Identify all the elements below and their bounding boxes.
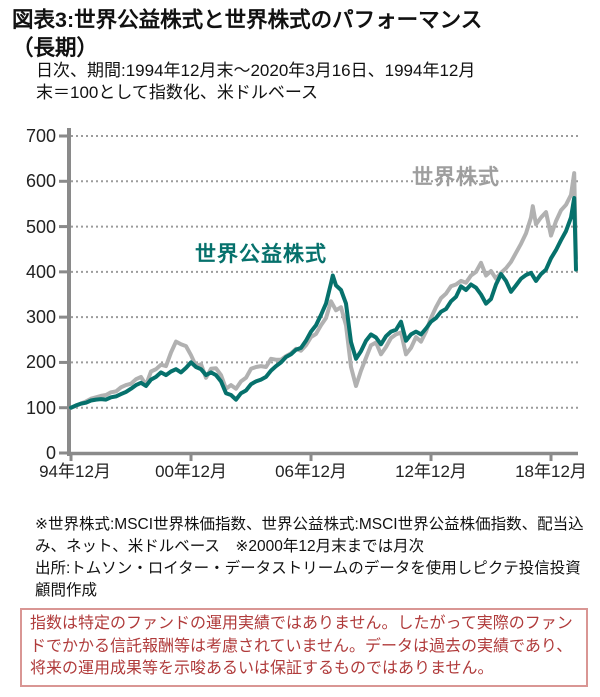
x-tick-label: 00年12月 bbox=[155, 462, 227, 481]
disclaimer-text: 指数は特定のファンドの運用実績ではありません。したがって実際のファンドでかかる信… bbox=[30, 615, 573, 677]
footnote-index-definition: ※世界株式:MSCI世界株価指数、世界公益株式:MSCI世界公益株価指数、配当込… bbox=[35, 516, 584, 555]
y-tick-label: 200 bbox=[25, 352, 56, 373]
x-tick-label: 94年12月 bbox=[39, 462, 111, 481]
y-tick-label: 0 bbox=[45, 443, 56, 463]
page-title: 図表3:世界公益株式と世界株式のパフォーマンス （長期） bbox=[12, 6, 592, 62]
y-tick-label: 500 bbox=[25, 216, 56, 237]
page-title-line1: 図表3:世界公益株式と世界株式のパフォーマンス bbox=[12, 8, 483, 32]
x-tick-label: 18年12月 bbox=[515, 462, 587, 481]
disclaimer-box: 指数は特定のファンドの運用実績ではありません。したがって実際のファンドでかかる信… bbox=[20, 608, 588, 687]
y-tick-label: 600 bbox=[25, 171, 56, 192]
y-tick-label: 100 bbox=[25, 397, 56, 418]
y-tick-label: 300 bbox=[25, 307, 56, 328]
y-tick-label: 700 bbox=[25, 126, 56, 146]
chart-subtitle-line2: 末＝100として指数化、米ドルベース bbox=[36, 83, 319, 102]
line-chart: 0 100 200 300 400 500 600 700 94年12月 00年12月 06年12… bbox=[0, 120, 600, 492]
x-tick-label: 12年12月 bbox=[395, 462, 467, 481]
y-tick-label: 400 bbox=[25, 261, 56, 282]
chart-subtitle: 日次、期間:1994年12月末～2020年3月16日、1994年12月 末＝10… bbox=[36, 60, 584, 104]
series-label: 世界株式 bbox=[412, 166, 500, 189]
series-label: 世界公益株式 bbox=[195, 243, 327, 266]
chart-subtitle-line1: 日次、期間:1994年12月末～2020年3月16日、1994年12月 bbox=[36, 61, 476, 80]
x-tick-label: 06年12月 bbox=[275, 462, 347, 481]
page-title-line2: （長期） bbox=[12, 36, 99, 60]
footnotes: ※世界株式:MSCI世界株価指数、世界公益株式:MSCI世界公益株価指数、配当込… bbox=[35, 514, 591, 602]
footnote-source: 出所:トムソン・ロイター・データストリームのデータを使用しピクテ投信投資顧問作成 bbox=[35, 560, 581, 599]
chart-plot-area bbox=[59, 128, 578, 461]
